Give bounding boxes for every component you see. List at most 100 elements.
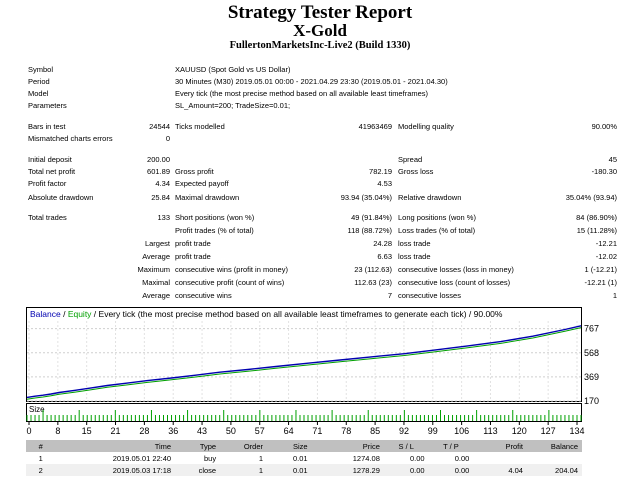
stats-row-deposit: Initial deposit 200.00 Spread 45 (0, 154, 640, 166)
stat-value: 7 (387, 291, 392, 300)
stats-row-maximum: Maximum consecutive wins (profit in mone… (0, 264, 640, 276)
x-tick-label: 43 (197, 426, 207, 436)
stat-value: 49 (91.84%) (351, 213, 392, 222)
stat-label: Initial deposit (28, 155, 72, 164)
column-header: Size (267, 440, 312, 452)
equity-line (26, 327, 582, 400)
stat-label: Gross profit (175, 167, 214, 176)
stat-value: 118 (88.72%) (347, 226, 392, 235)
stat-value: 1 (612, 291, 617, 300)
info-value: 30 Minutes (M30) 2019.05.01 00:00 - 2021… (175, 77, 448, 86)
cell-balance (527, 452, 582, 464)
stat-value: 4.34 (155, 179, 170, 188)
stats-row-bars: Bars in test 24544 Ticks modelled 419634… (0, 121, 640, 133)
table-row: 1 2019.05.01 22:40 buy 1 0.01 1274.08 0.… (26, 452, 582, 464)
stats-row-largest: Largest profit trade 24.28 loss trade -1… (0, 238, 640, 250)
stats-row-mismatch: Mismatched charts errors 0 (0, 133, 640, 145)
stat-label: Maximal (142, 278, 170, 287)
x-tick-label: 113 (483, 426, 497, 436)
stat-label: Long positions (won %) (398, 213, 476, 222)
stat-label: Ticks modelled (175, 122, 225, 131)
stat-label: Maximal drawdown (175, 193, 240, 202)
cell-order: 1 (220, 464, 268, 476)
report-symbol-title: X-Gold (293, 21, 347, 40)
size-bars (26, 410, 582, 421)
x-tick-label: 99 (428, 426, 438, 436)
cell-size: 0.01 (293, 453, 308, 463)
stat-value: 24.28 (373, 239, 392, 248)
stat-value: 601.89 (147, 167, 170, 176)
stats-row-net-profit: Total net profit 601.89 Gross profit 782… (0, 166, 640, 178)
stats-row-profit-trades: Profit trades (% of total) 118 (88.72%) … (0, 225, 640, 237)
stat-label: profit trade (175, 239, 211, 248)
info-row-symbol: Symbol XAUUSD (Spot Gold vs US Dollar) (0, 64, 640, 76)
stat-value: 24544 (149, 122, 170, 131)
x-tick-label: 127 (541, 426, 556, 436)
trades-header-row: # Time Type Order Size Price S / L T / P… (26, 440, 582, 452)
stats-row-drawdown: Absolute drawdown 25.84 Maximal drawdown… (0, 192, 640, 204)
balance-line (26, 325, 582, 399)
stat-value: 41963469 (358, 122, 392, 131)
info-label: Symbol (28, 65, 54, 74)
cell-number: 2 (26, 464, 56, 476)
x-tick-label: 28 (139, 426, 149, 436)
stat-label: Expected payoff (175, 179, 229, 188)
cell-price: 1274.08 (352, 453, 380, 463)
cell-sl: 0.00 (409, 453, 425, 463)
stat-label: Short positions (won %) (175, 213, 255, 222)
stat-value: 782.19 (369, 167, 392, 176)
stat-label: consecutive wins (175, 291, 232, 300)
stat-value: 15 (11.28%) (576, 226, 617, 235)
cell-sl: 0.00 (383, 464, 429, 476)
x-tick-label: 106 (454, 426, 469, 436)
column-header: Order (220, 440, 268, 452)
info-value: SL_Amount=200; TradeSize=0.01; (175, 101, 291, 110)
stat-label: Gross loss (398, 167, 434, 176)
x-tick-label: 85 (370, 426, 380, 436)
x-tick-label: 78 (341, 426, 351, 436)
stat-value: 25.84 (151, 193, 170, 202)
stat-label: Profit trades (% of total) (175, 226, 254, 235)
info-value: XAUUSD (Spot Gold vs US Dollar) (175, 65, 291, 74)
report-server: FullertonMarketsInc-Live2 (Build 1330) (229, 40, 411, 51)
stat-label: Largest (144, 239, 170, 248)
stat-label: consecutive losses (398, 291, 461, 300)
stats-row-average: Average profit trade 6.63 loss trade -12… (0, 251, 640, 263)
stat-label: consecutive loss (count of losses) (398, 278, 511, 287)
y-tick-label: 767 (584, 324, 599, 334)
column-header: S / L (383, 440, 429, 452)
y-tick-label: 369 (584, 372, 599, 382)
cell-order: 1 (258, 453, 264, 463)
x-tick-label: 134 (569, 426, 584, 436)
cell-tp: 0.00 (428, 464, 474, 476)
stat-value: 6.63 (377, 252, 392, 261)
stat-label: Maximum (137, 265, 170, 274)
legend-equity: Equity (68, 309, 92, 319)
cell-tp: 0.00 (454, 453, 470, 463)
cell-balance: 204.04 (526, 464, 582, 476)
cell-profit: 4.04 (473, 464, 527, 476)
info-label: Parameters (28, 101, 67, 110)
info-label: Model (28, 89, 49, 98)
stat-value: 93.94 (35.04%) (340, 193, 392, 202)
x-tick-label: 71 (312, 426, 322, 436)
stat-label: loss trade (398, 252, 431, 261)
stat-label: Modelling quality (398, 122, 454, 131)
y-axis: 767 568 369 170 (584, 324, 599, 406)
stats-row-profit-factor: Profit factor 4.34 Expected payoff 4.53 (0, 178, 640, 190)
stat-value: 1 (-12.21) (584, 265, 617, 274)
x-tick-label: 0 (26, 426, 31, 436)
x-tick-label: 15 (82, 426, 92, 436)
cell-size: 0.01 (267, 464, 312, 476)
x-axis: 0 8 15 21 28 36 43 50 57 64 71 78 85 92 99 106 113 120 127… (26, 422, 585, 436)
stat-label: Bars in test (28, 122, 66, 131)
column-header: Profit (473, 440, 527, 452)
stat-label: Total trades (28, 213, 67, 222)
x-tick-label: 36 (168, 426, 178, 436)
x-tick-label: 57 (255, 426, 265, 436)
legend-balance: Balance (30, 309, 61, 319)
stat-label: Profit factor (28, 179, 67, 188)
balance-chart: Balance / Equity / Every tick (the most … (26, 307, 599, 436)
x-tick-label: 64 (284, 426, 294, 436)
cell-type: close (175, 464, 221, 476)
